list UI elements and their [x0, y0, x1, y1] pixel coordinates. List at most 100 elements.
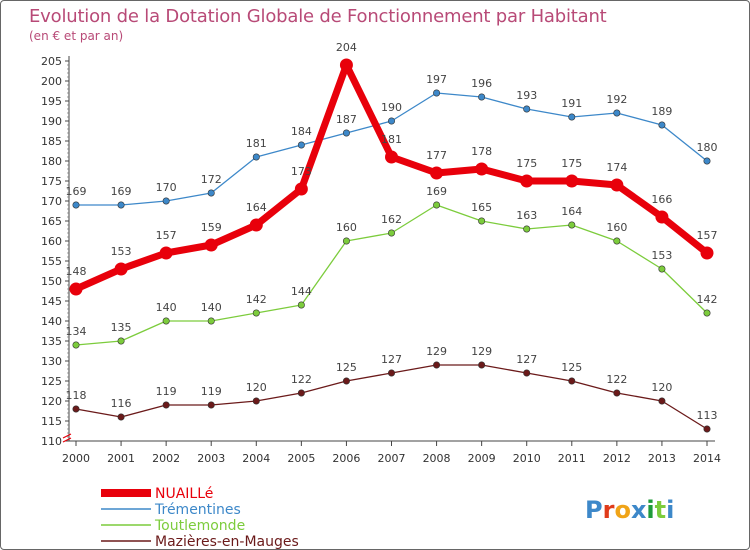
data-label: 169 — [426, 185, 447, 198]
series-point — [162, 401, 170, 409]
series-point — [297, 301, 305, 309]
series-point — [387, 229, 395, 237]
data-label: 164 — [561, 205, 582, 218]
series-point — [159, 246, 173, 260]
x-tick-label: 2014 — [693, 452, 721, 465]
series-point — [252, 397, 260, 405]
logo-letter: i — [646, 496, 654, 524]
x-tick-label: 2009 — [468, 452, 496, 465]
y-tick-label: 110 — [41, 435, 62, 448]
data-label: 177 — [426, 149, 447, 162]
series-point — [72, 341, 80, 349]
data-label: 174 — [606, 161, 627, 174]
data-label: 189 — [651, 105, 672, 118]
series-point — [339, 58, 353, 72]
series-point — [658, 121, 666, 129]
data-label: 173 — [291, 165, 312, 178]
data-label: 163 — [516, 209, 537, 222]
data-label: 169 — [66, 185, 87, 198]
data-label: 122 — [291, 373, 312, 386]
series-point — [430, 166, 444, 180]
series-point — [297, 141, 305, 149]
series-point — [700, 246, 714, 260]
series-point — [613, 109, 621, 117]
x-tick-label: 2008 — [423, 452, 451, 465]
data-label: 129 — [426, 345, 447, 358]
series-point — [523, 225, 531, 233]
data-label: 148 — [66, 265, 87, 278]
data-label: 178 — [471, 145, 492, 158]
series-point — [478, 93, 486, 101]
y-tick-label: 185 — [41, 135, 62, 148]
y-tick-label: 130 — [41, 355, 62, 368]
series-point — [114, 262, 128, 276]
data-label: 175 — [516, 157, 537, 170]
x-tick-label: 2006 — [332, 452, 360, 465]
series-point — [655, 210, 669, 224]
data-label: 157 — [697, 229, 718, 242]
series-point — [565, 174, 579, 188]
y-axis-break-mark — [62, 433, 72, 439]
logo-letter: o — [614, 496, 631, 524]
y-tick-label: 190 — [41, 115, 62, 128]
data-label: 169 — [111, 185, 132, 198]
y-tick-label: 145 — [41, 295, 62, 308]
data-label: 192 — [606, 93, 627, 106]
series-point — [387, 369, 395, 377]
data-label: 116 — [111, 397, 132, 410]
data-label: 153 — [651, 249, 672, 262]
series-point — [297, 389, 305, 397]
data-label: 181 — [246, 137, 267, 150]
series-point — [433, 89, 441, 97]
legend-label: Mazières-en-Mauges — [155, 534, 299, 550]
series-point — [249, 218, 263, 232]
data-label: 165 — [471, 201, 492, 214]
logo-letter: i — [666, 496, 674, 524]
logo-letter: t — [655, 496, 666, 524]
data-label: 142 — [697, 293, 718, 306]
y-tick-label: 150 — [41, 275, 62, 288]
series-point — [523, 105, 531, 113]
data-label: 129 — [471, 345, 492, 358]
logo-letter: P — [585, 496, 603, 524]
data-label: 190 — [381, 101, 402, 114]
chart-title: Evolution de la Dotation Globale de Fonc… — [29, 6, 607, 27]
data-label: 142 — [246, 293, 267, 306]
series-point — [703, 157, 711, 165]
y-tick-label: 205 — [41, 55, 62, 68]
x-tick-label: 2004 — [242, 452, 270, 465]
series-point — [69, 282, 83, 296]
logo-letter: r — [603, 496, 615, 524]
series-point — [162, 197, 170, 205]
series-point — [72, 405, 80, 413]
data-label: 162 — [381, 213, 402, 226]
data-label: 140 — [201, 301, 222, 314]
series-point — [207, 401, 215, 409]
series-point — [342, 129, 350, 137]
data-label: 204 — [336, 41, 357, 54]
series-point — [568, 221, 576, 229]
y-tick-label: 125 — [41, 375, 62, 388]
y-tick-label: 120 — [41, 395, 62, 408]
x-tick-label: 2003 — [197, 452, 225, 465]
data-label: 122 — [606, 373, 627, 386]
series-point — [568, 113, 576, 121]
data-label: 166 — [651, 193, 672, 206]
data-label: 127 — [516, 353, 537, 366]
series-point — [207, 317, 215, 325]
series-point — [610, 178, 624, 192]
data-label: 127 — [381, 353, 402, 366]
series-point — [703, 425, 711, 433]
series-point — [207, 189, 215, 197]
series-point — [342, 377, 350, 385]
series-point — [433, 361, 441, 369]
y-tick-label: 160 — [41, 235, 62, 248]
series-point — [117, 201, 125, 209]
data-label: 140 — [156, 301, 177, 314]
data-label: 160 — [336, 221, 357, 234]
data-label: 197 — [426, 73, 447, 86]
series-point — [162, 317, 170, 325]
x-tick-label: 2001 — [107, 452, 135, 465]
legend-label: NUAILLé — [155, 486, 213, 502]
